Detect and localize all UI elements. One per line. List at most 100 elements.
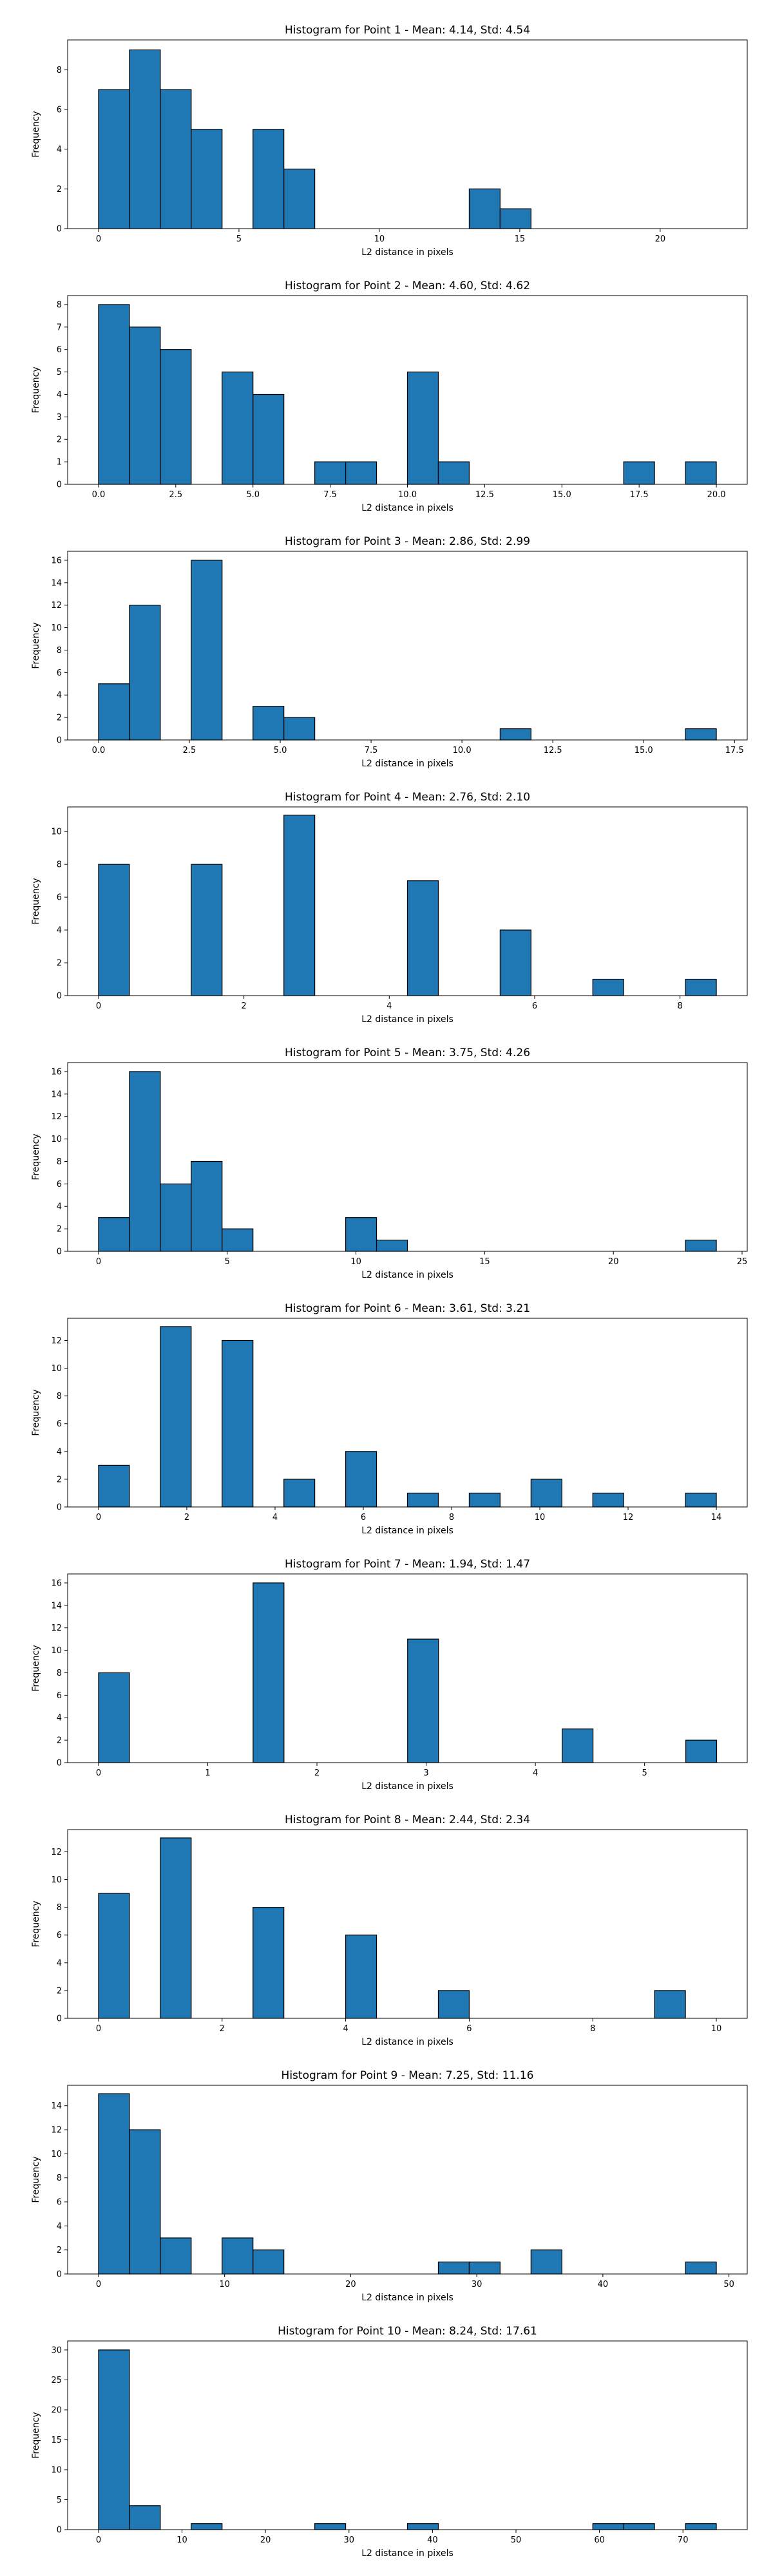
y-tick-label-1-4: 6 [57,105,62,115]
y-tick-label-4-5: 8 [57,860,62,870]
x-tick-label-5-6: 25 [737,1257,748,1267]
plot-frame-7 [67,1573,748,1763]
x-tick-label-6-6: 10 [535,1513,546,1522]
x-tick-label-5-3: 10 [350,1257,361,1267]
histogram-bar-9-20 [685,2261,717,2275]
y-tick-label-7-1: 0 [57,1759,62,1768]
x-tick-label-4-2: 2 [241,1001,246,1011]
histogram-bar-2-3 [160,349,192,485]
x-tick-label-8-6: 10 [711,2024,722,2034]
x-axis-label-8: L2 distance in pixels [361,2037,453,2047]
y-tick-label-4-4: 6 [57,893,62,903]
x-tick-label-9-1: 0 [96,2280,101,2289]
histogram-bar-9-13 [468,2261,501,2275]
y-tick-label-7-4: 6 [57,1691,62,1701]
y-axis-label-1: Frequency [31,111,41,157]
histogram-bar-10-20 [685,2523,717,2530]
y-tick-label-2-6: 5 [57,368,62,377]
y-tick-label-1-2: 2 [57,185,62,194]
y-axis-label-2: Frequency [31,366,41,413]
histogram-bar-3-6 [253,706,285,741]
y-tick-label-7-5: 8 [57,1669,62,1678]
plot-frame-3 [67,551,748,741]
histogram-bar-7-1 [98,1672,130,1763]
y-tick-label-8-6: 10 [51,1875,62,1885]
x-tick-label-8-5: 8 [590,2024,595,2034]
x-tick-label-3-4: 7.5 [365,746,378,755]
y-tick-label-8-4: 6 [57,1931,62,1940]
plot-frame-8 [67,1829,748,2019]
histogram-bar-4-14 [499,929,531,996]
x-tick-label-1-3: 10 [374,234,385,244]
y-tick-label-10-4: 15 [51,2436,62,2445]
y-tick-label-4-6: 10 [51,828,62,837]
x-tick-label-2-8: 17.5 [630,490,649,500]
y-tick-label-2-1: 0 [57,480,62,490]
plot-frame-6 [67,1318,748,1508]
y-axis-label-9: Frequency [31,2156,41,2202]
histogram-bar-8-1 [98,1893,130,2019]
histogram-bar-9-1 [98,2093,130,2275]
x-tick-label-6-8: 14 [711,1513,722,1522]
y-tick-label-7-7: 12 [51,1624,62,1633]
y-tick-label-1-3: 4 [57,145,62,155]
plot-frame-5 [67,1062,748,1252]
histogram-bar-2-18 [623,461,655,485]
x-tick-label-9-5: 40 [598,2280,609,2289]
y-tick-label-3-7: 12 [51,601,62,611]
y-tick-label-8-1: 0 [57,2014,62,2024]
histogram-bar-6-3 [160,1326,192,1508]
x-tick-label-10-6: 50 [511,2535,522,2545]
plot-frame-1 [67,39,748,229]
x-tick-label-6-1: 0 [96,1513,101,1522]
y-tick-label-5-9: 16 [51,1067,62,1077]
y-tick-label-10-5: 20 [51,2405,62,2415]
y-tick-label-10-6: 25 [51,2376,62,2385]
y-tick-label-2-8: 7 [57,323,62,332]
x-tick-label-6-7: 12 [623,1513,634,1522]
y-tick-label-6-6: 10 [51,1364,62,1374]
x-tick-label-10-4: 30 [344,2535,355,2545]
histogram-bar-8-12 [437,1990,470,2019]
y-tick-label-1-5: 8 [57,66,62,75]
histogram-bar-4-7 [283,815,316,996]
chart-title-7: Histogram for Point 7 - Mean: 1.94, Std:… [285,1558,530,1571]
x-axis-label-10: L2 distance in pixels [361,2548,453,2559]
x-axis-label-3: L2 distance in pixels [361,759,453,769]
x-tick-label-2-9: 20.0 [707,490,726,500]
y-tick-label-10-3: 10 [51,2465,62,2475]
chart-title-2: Histogram for Point 2 - Mean: 4.60, Std:… [285,279,530,292]
histogram-bar-3-7 [283,717,316,741]
x-tick-label-10-5: 40 [427,2535,438,2545]
y-axis-label-10: Frequency [31,2412,41,2458]
chart-title-10: Histogram for Point 10 - Mean: 8.24, Std… [278,2325,537,2338]
y-tick-label-3-6: 10 [51,623,62,633]
x-tick-label-5-5: 20 [608,1257,619,1267]
x-tick-label-3-5: 10.0 [453,746,472,755]
y-tick-label-3-2: 2 [57,714,62,723]
histogram-bar-7-20 [685,1739,718,1763]
histogram-bar-2-9 [345,461,377,485]
y-tick-label-7-3: 4 [57,1714,62,1723]
x-tick-label-10-2: 10 [177,2535,187,2545]
histogram-bar-8-19 [654,1990,686,2019]
x-tick-label-6-3: 4 [272,1513,278,1522]
chart-title-1: Histogram for Point 1 - Mean: 4.14, Std:… [285,24,530,37]
histogram-bar-6-17 [592,1492,624,1508]
histogram-bar-5-4 [191,1160,223,1252]
y-tick-label-5-3: 4 [57,1202,62,1212]
chart-title-8: Histogram for Point 8 - Mean: 2.44, Std:… [285,1814,530,1826]
y-tick-label-5-8: 14 [51,1090,62,1099]
histogram-bar-2-8 [314,461,347,485]
y-axis-label-7: Frequency [31,1645,41,1691]
histogram-bar-10-1 [98,2349,130,2530]
histogram-bar-10-18 [623,2523,655,2530]
x-tick-label-5-2: 5 [225,1257,230,1267]
y-tick-label-6-2: 2 [57,1475,62,1484]
histogram-bar-9-15 [530,2249,562,2275]
x-tick-label-2-4: 7.5 [323,490,337,500]
histogram-bar-10-8 [314,2523,347,2530]
y-tick-label-5-6: 10 [51,1135,62,1144]
histogram-bar-2-6 [253,393,285,485]
x-tick-label-3-7: 15.0 [635,746,653,755]
